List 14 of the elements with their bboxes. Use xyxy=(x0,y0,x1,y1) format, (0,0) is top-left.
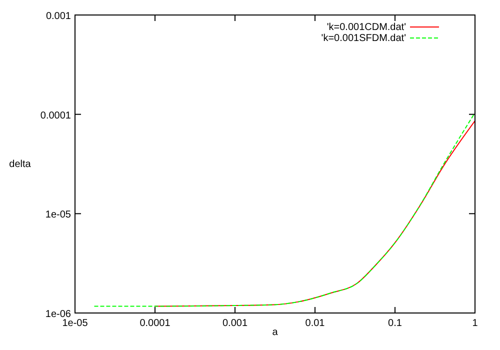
legend-label: 'k=0.001CDM.dat' xyxy=(326,22,406,33)
x-tick-label: 0.001 xyxy=(222,318,248,329)
x-tick-label: 1 xyxy=(472,318,478,329)
x-axis-title: a xyxy=(272,327,278,338)
x-tick-label: 0.0001 xyxy=(140,318,171,329)
x-tick-label: 0.1 xyxy=(388,318,402,329)
y-axis-title: delta xyxy=(9,159,32,170)
y-tick-label: 0.001 xyxy=(46,11,72,22)
y-tick-label: 0.0001 xyxy=(40,110,72,122)
x-tick-label: 1e-05 xyxy=(62,318,88,329)
legend-label: 'k=0.001SFDM.dat' xyxy=(321,33,406,44)
x-tick-label: 0.01 xyxy=(305,318,326,329)
y-tick-label: 1e-06 xyxy=(45,309,72,320)
y-tick-label: 1e-05 xyxy=(45,210,72,221)
